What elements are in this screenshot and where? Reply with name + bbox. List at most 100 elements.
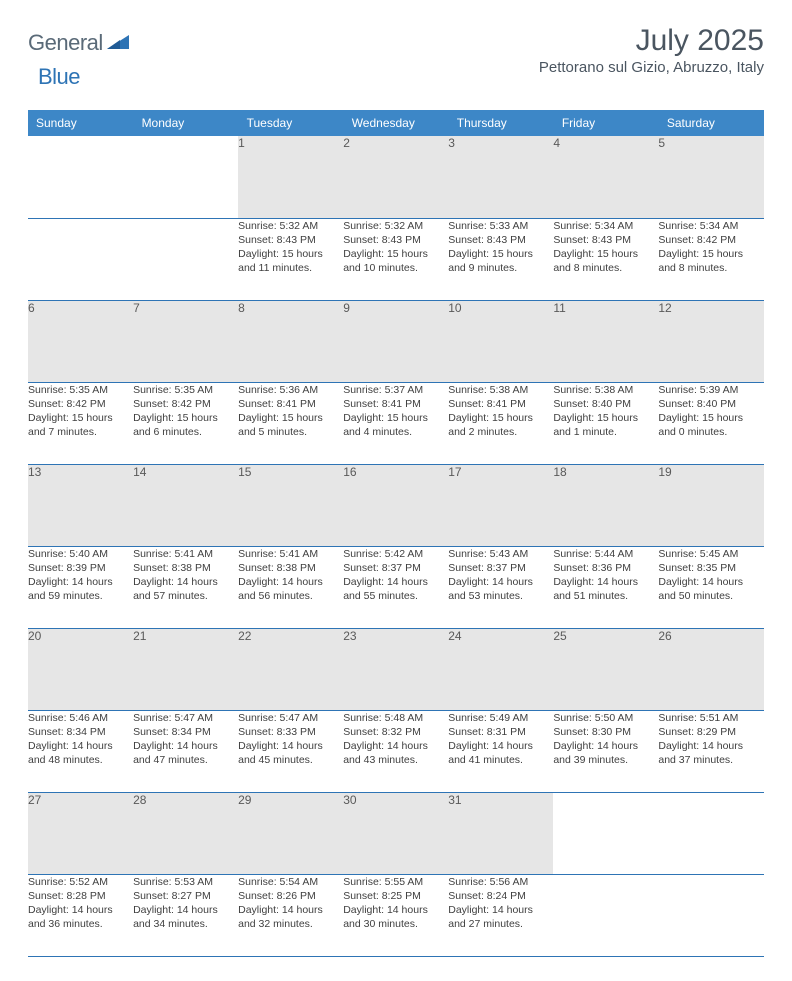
calendar-body: 12345Sunrise: 5:32 AMSunset: 8:43 PMDayl…: [28, 136, 764, 956]
cell-day1: Daylight: 14 hours: [238, 575, 343, 589]
cell-day2: and 32 minutes.: [238, 917, 343, 931]
cell-day1: Daylight: 15 hours: [553, 247, 658, 261]
cell-sunrise: Sunrise: 5:43 AM: [448, 547, 553, 561]
cell-sunrise: Sunrise: 5:53 AM: [133, 875, 238, 889]
cell-day2: and 55 minutes.: [343, 589, 448, 603]
day-number-cell: 9: [343, 300, 448, 382]
day-number-cell: 11: [553, 300, 658, 382]
cell-day1: Daylight: 15 hours: [658, 247, 763, 261]
day-content-cell: Sunrise: 5:50 AMSunset: 8:30 PMDaylight:…: [553, 710, 658, 792]
cell-sunset: Sunset: 8:41 PM: [238, 397, 343, 411]
day-number-cell: [28, 136, 133, 218]
daynum-row: 6789101112: [28, 300, 764, 382]
day-content-cell: Sunrise: 5:41 AMSunset: 8:38 PMDaylight:…: [238, 546, 343, 628]
day-content-cell: Sunrise: 5:39 AMSunset: 8:40 PMDaylight:…: [658, 382, 763, 464]
day-number-cell: 10: [448, 300, 553, 382]
day-number-cell: 20: [28, 628, 133, 710]
cell-sunrise: Sunrise: 5:52 AM: [28, 875, 133, 889]
cell-day1: Daylight: 15 hours: [343, 247, 448, 261]
cell-day1: Daylight: 15 hours: [448, 411, 553, 425]
cell-sunrise: Sunrise: 5:38 AM: [448, 383, 553, 397]
day-content-cell: Sunrise: 5:34 AMSunset: 8:42 PMDaylight:…: [658, 218, 763, 300]
day-content-cell: Sunrise: 5:52 AMSunset: 8:28 PMDaylight:…: [28, 874, 133, 956]
cell-day2: and 6 minutes.: [133, 425, 238, 439]
day-content-cell: Sunrise: 5:35 AMSunset: 8:42 PMDaylight:…: [133, 382, 238, 464]
cell-day1: Daylight: 14 hours: [448, 575, 553, 589]
cell-sunset: Sunset: 8:43 PM: [448, 233, 553, 247]
cell-day2: and 9 minutes.: [448, 261, 553, 275]
brand-logo: General: [28, 24, 131, 56]
day-content-cell: Sunrise: 5:32 AMSunset: 8:43 PMDaylight:…: [238, 218, 343, 300]
cell-day2: and 27 minutes.: [448, 917, 553, 931]
cell-sunrise: Sunrise: 5:46 AM: [28, 711, 133, 725]
content-row: Sunrise: 5:40 AMSunset: 8:39 PMDaylight:…: [28, 546, 764, 628]
day-number-cell: 17: [448, 464, 553, 546]
calendar-table: Sunday Monday Tuesday Wednesday Thursday…: [28, 110, 764, 957]
day-content-cell: Sunrise: 5:36 AMSunset: 8:41 PMDaylight:…: [238, 382, 343, 464]
day-content-cell: Sunrise: 5:53 AMSunset: 8:27 PMDaylight:…: [133, 874, 238, 956]
cell-sunrise: Sunrise: 5:50 AM: [553, 711, 658, 725]
day-content-cell: Sunrise: 5:51 AMSunset: 8:29 PMDaylight:…: [658, 710, 763, 792]
day-content-cell: Sunrise: 5:55 AMSunset: 8:25 PMDaylight:…: [343, 874, 448, 956]
cell-day1: Daylight: 15 hours: [553, 411, 658, 425]
content-row: Sunrise: 5:32 AMSunset: 8:43 PMDaylight:…: [28, 218, 764, 300]
day-number-cell: 13: [28, 464, 133, 546]
cell-sunrise: Sunrise: 5:42 AM: [343, 547, 448, 561]
cell-sunset: Sunset: 8:24 PM: [448, 889, 553, 903]
brand-text-2: Blue: [38, 64, 80, 89]
day-content-cell: Sunrise: 5:40 AMSunset: 8:39 PMDaylight:…: [28, 546, 133, 628]
cell-day2: and 11 minutes.: [238, 261, 343, 275]
day-content-cell: Sunrise: 5:41 AMSunset: 8:38 PMDaylight:…: [133, 546, 238, 628]
content-row: Sunrise: 5:52 AMSunset: 8:28 PMDaylight:…: [28, 874, 764, 956]
day-content-cell: Sunrise: 5:43 AMSunset: 8:37 PMDaylight:…: [448, 546, 553, 628]
cell-sunset: Sunset: 8:32 PM: [343, 725, 448, 739]
cell-day2: and 51 minutes.: [553, 589, 658, 603]
cell-sunset: Sunset: 8:33 PM: [238, 725, 343, 739]
cell-day1: Daylight: 14 hours: [448, 903, 553, 917]
cell-sunset: Sunset: 8:29 PM: [658, 725, 763, 739]
cell-sunset: Sunset: 8:42 PM: [133, 397, 238, 411]
day-number-cell: 30: [343, 792, 448, 874]
cell-day2: and 10 minutes.: [343, 261, 448, 275]
cell-day2: and 4 minutes.: [343, 425, 448, 439]
weekday-header: Wednesday: [343, 110, 448, 136]
cell-sunset: Sunset: 8:41 PM: [448, 397, 553, 411]
weekday-header: Friday: [553, 110, 658, 136]
daynum-row: 12345: [28, 136, 764, 218]
day-number-cell: 31: [448, 792, 553, 874]
cell-day2: and 48 minutes.: [28, 753, 133, 767]
cell-day2: and 8 minutes.: [553, 261, 658, 275]
day-number-cell: 22: [238, 628, 343, 710]
weekday-header: Monday: [133, 110, 238, 136]
day-content-cell: Sunrise: 5:38 AMSunset: 8:40 PMDaylight:…: [553, 382, 658, 464]
cell-day1: Daylight: 14 hours: [28, 903, 133, 917]
content-row: Sunrise: 5:35 AMSunset: 8:42 PMDaylight:…: [28, 382, 764, 464]
cell-day1: Daylight: 15 hours: [658, 411, 763, 425]
cell-sunrise: Sunrise: 5:47 AM: [238, 711, 343, 725]
cell-sunset: Sunset: 8:40 PM: [658, 397, 763, 411]
cell-sunset: Sunset: 8:40 PM: [553, 397, 658, 411]
cell-day2: and 47 minutes.: [133, 753, 238, 767]
cell-sunset: Sunset: 8:37 PM: [343, 561, 448, 575]
daynum-row: 13141516171819: [28, 464, 764, 546]
cell-sunrise: Sunrise: 5:45 AM: [658, 547, 763, 561]
day-content-cell: Sunrise: 5:38 AMSunset: 8:41 PMDaylight:…: [448, 382, 553, 464]
cell-day2: and 0 minutes.: [658, 425, 763, 439]
cell-sunrise: Sunrise: 5:32 AM: [343, 219, 448, 233]
cell-day1: Daylight: 14 hours: [28, 739, 133, 753]
cell-day2: and 36 minutes.: [28, 917, 133, 931]
day-content-cell: Sunrise: 5:33 AMSunset: 8:43 PMDaylight:…: [448, 218, 553, 300]
cell-sunrise: Sunrise: 5:55 AM: [343, 875, 448, 889]
cell-day2: and 56 minutes.: [238, 589, 343, 603]
day-content-cell: Sunrise: 5:49 AMSunset: 8:31 PMDaylight:…: [448, 710, 553, 792]
day-number-cell: 7: [133, 300, 238, 382]
day-number-cell: 26: [658, 628, 763, 710]
day-content-cell: Sunrise: 5:42 AMSunset: 8:37 PMDaylight:…: [343, 546, 448, 628]
cell-sunset: Sunset: 8:41 PM: [343, 397, 448, 411]
cell-day2: and 41 minutes.: [448, 753, 553, 767]
cell-sunrise: Sunrise: 5:54 AM: [238, 875, 343, 889]
day-content-cell: Sunrise: 5:54 AMSunset: 8:26 PMDaylight:…: [238, 874, 343, 956]
day-content-cell: Sunrise: 5:47 AMSunset: 8:34 PMDaylight:…: [133, 710, 238, 792]
day-content-cell: Sunrise: 5:35 AMSunset: 8:42 PMDaylight:…: [28, 382, 133, 464]
day-number-cell: 8: [238, 300, 343, 382]
